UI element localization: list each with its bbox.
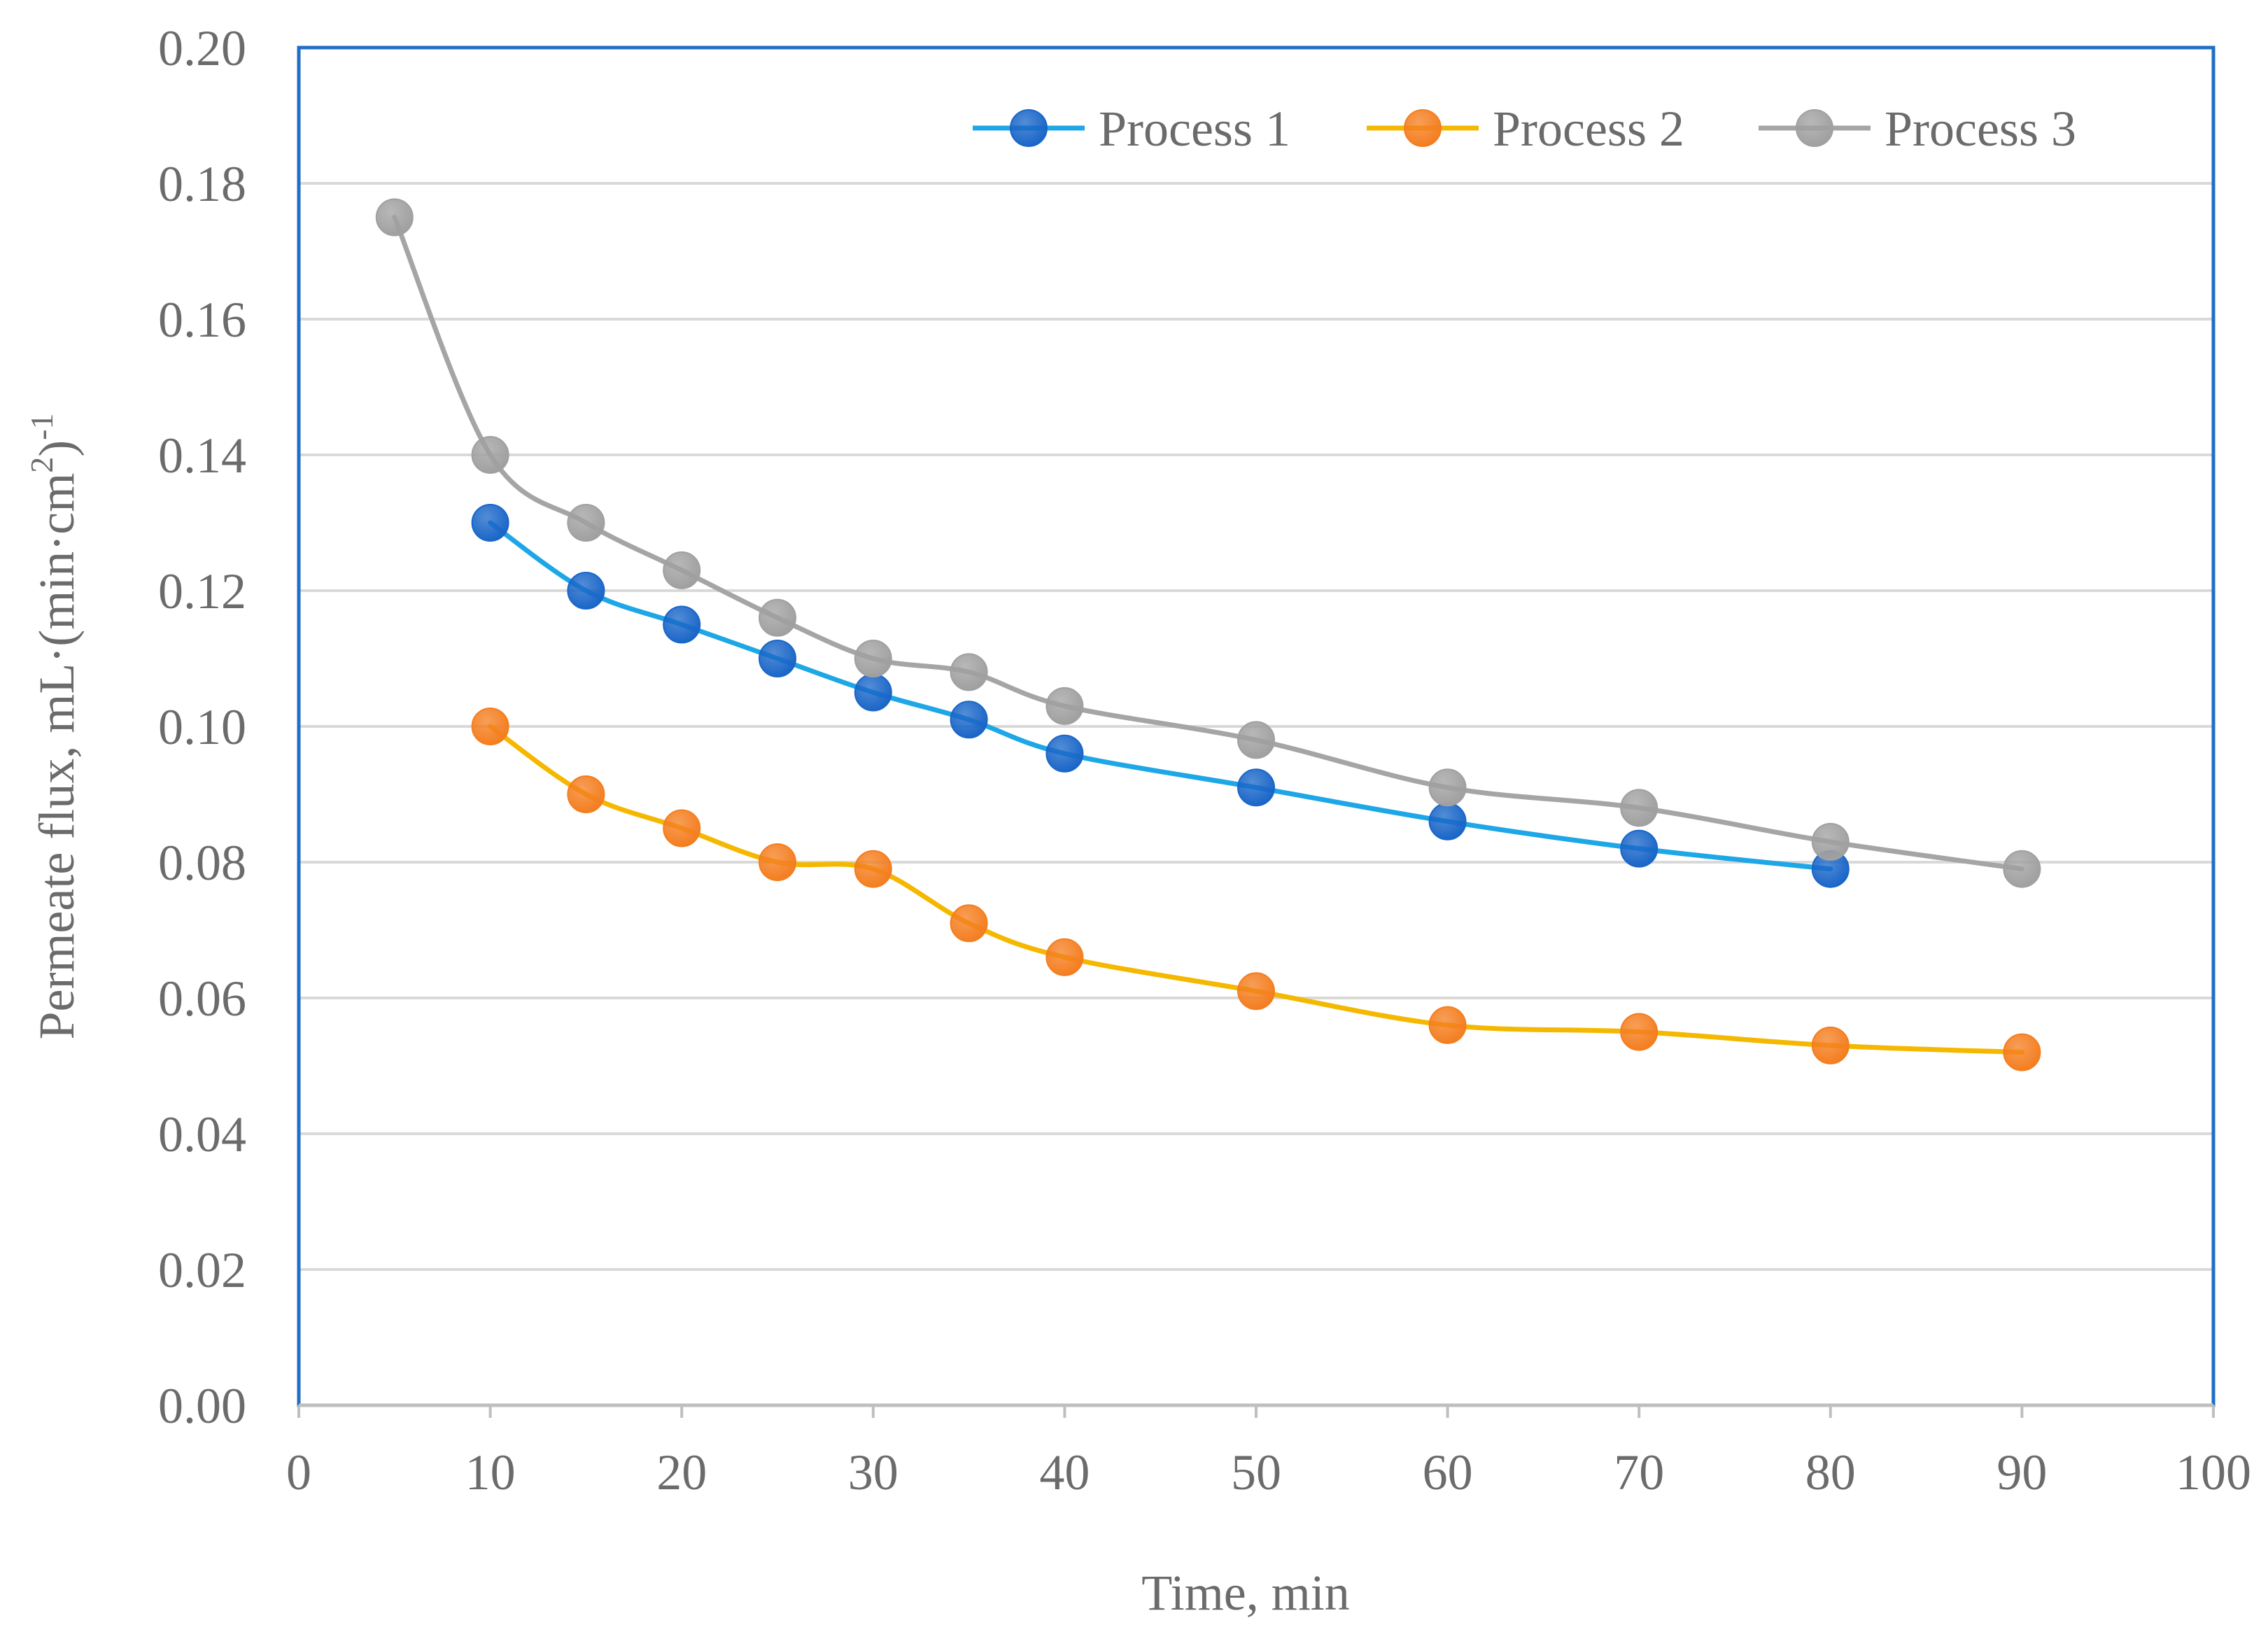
data-point-process-2	[950, 904, 988, 943]
data-point-process-3	[759, 598, 796, 637]
data-point-process-3	[1428, 768, 1467, 807]
x-tick-label: 40	[1039, 1444, 1090, 1500]
series-process-3	[375, 198, 2041, 888]
data-point-process-3	[854, 640, 892, 677]
x-tick-label: 60	[1423, 1444, 1473, 1500]
legend-marker-process-2	[1404, 109, 1442, 147]
data-point-process-3	[1045, 687, 1084, 725]
data-point-process-1	[1045, 734, 1084, 773]
x-tick-label: 90	[1996, 1444, 2047, 1500]
data-point-process-1	[1620, 829, 1658, 868]
x-tick-label: 10	[465, 1444, 516, 1500]
data-point-process-3	[471, 436, 509, 474]
legend-label-process-2: Process 2	[1493, 101, 1684, 157]
x-tick-label: 50	[1231, 1444, 1281, 1500]
legend-marker-process-3	[1796, 109, 1833, 147]
y-tick-label: 0.20	[158, 20, 246, 76]
data-point-process-1	[1237, 768, 1275, 807]
legend-item-process-1: Process 1	[973, 101, 1290, 157]
y-tick-label: 0.02	[158, 1242, 246, 1298]
data-point-process-3	[1811, 822, 1850, 861]
y-tick-label: 0.18	[158, 156, 246, 212]
x-tick-label: 80	[1805, 1444, 1856, 1500]
legend-label-process-3: Process 3	[1885, 101, 2076, 157]
y-axis-title: Permeate flux, mL·(min·cm2)-1	[24, 413, 85, 1039]
y-tick-label: 0.12	[158, 563, 246, 619]
y-axis-title-sup1: 2	[24, 457, 59, 473]
y-tick-label: 0.14	[158, 428, 246, 484]
data-point-process-2	[471, 708, 509, 745]
data-point-process-2	[2003, 1033, 2041, 1071]
data-point-process-1	[854, 673, 892, 712]
legend-marker-process-1	[1010, 109, 1048, 147]
data-point-process-3	[567, 504, 605, 542]
data-point-process-1	[759, 640, 796, 677]
data-point-process-1	[1428, 802, 1467, 840]
data-point-process-3	[2003, 850, 2041, 888]
legend-label-process-1: Process 1	[1099, 101, 1290, 157]
series-process-2	[471, 708, 2041, 1071]
data-point-process-2	[854, 850, 892, 888]
x-tick-label: 70	[1614, 1444, 1664, 1500]
axis-layer: 0.00 0.02 0.04 0.06 0.08 0.10 0.12 0.14 0.16 0.18…	[158, 20, 2251, 1500]
data-point-process-2	[663, 809, 701, 847]
data-point-process-2	[759, 843, 796, 881]
data-point-process-1	[663, 605, 701, 644]
x-tick-label: 0	[286, 1444, 311, 1500]
data-point-process-3	[375, 198, 414, 237]
data-point-process-1	[567, 572, 605, 610]
x-tick-label: 20	[656, 1444, 707, 1500]
y-tick-label: 0.08	[158, 835, 246, 891]
data-point-process-2	[1045, 938, 1084, 976]
data-point-process-2	[567, 775, 605, 813]
legend-item-process-2: Process 2	[1367, 101, 1684, 157]
data-point-process-3	[1620, 789, 1658, 827]
data-point-process-2	[1620, 1013, 1658, 1051]
y-tick-label: 0.16	[158, 292, 246, 348]
legend-item-process-3: Process 3	[1759, 101, 2076, 157]
series-layer	[375, 198, 2041, 1071]
data-point-process-1	[471, 504, 509, 542]
y-tick-label: 0.00	[158, 1378, 246, 1434]
series-line-process-3	[392, 215, 2024, 872]
y-tick-label: 0.06	[158, 971, 246, 1027]
y-axis-title-main: Permeate flux, mL·(min·cm	[29, 473, 85, 1040]
x-tick-label: 30	[848, 1444, 899, 1500]
data-point-process-3	[950, 653, 988, 691]
x-tick-label: 100	[2176, 1444, 2251, 1500]
x-axis-title: Time, min	[1141, 1565, 1349, 1621]
y-axis-title-sup2: -1	[24, 413, 59, 439]
y-tick-label: 0.04	[158, 1106, 246, 1162]
y-tick-label: 0.10	[158, 699, 246, 755]
data-point-process-1	[950, 701, 988, 739]
y-axis-title-close: )	[29, 440, 85, 457]
data-point-process-2	[1811, 1026, 1850, 1064]
data-point-process-2	[1428, 1006, 1467, 1044]
data-point-process-3	[663, 551, 701, 589]
data-point-process-2	[1237, 972, 1275, 1011]
legend: Process 1 Process 2 Process 3	[973, 101, 2076, 157]
data-point-process-3	[1237, 721, 1275, 759]
